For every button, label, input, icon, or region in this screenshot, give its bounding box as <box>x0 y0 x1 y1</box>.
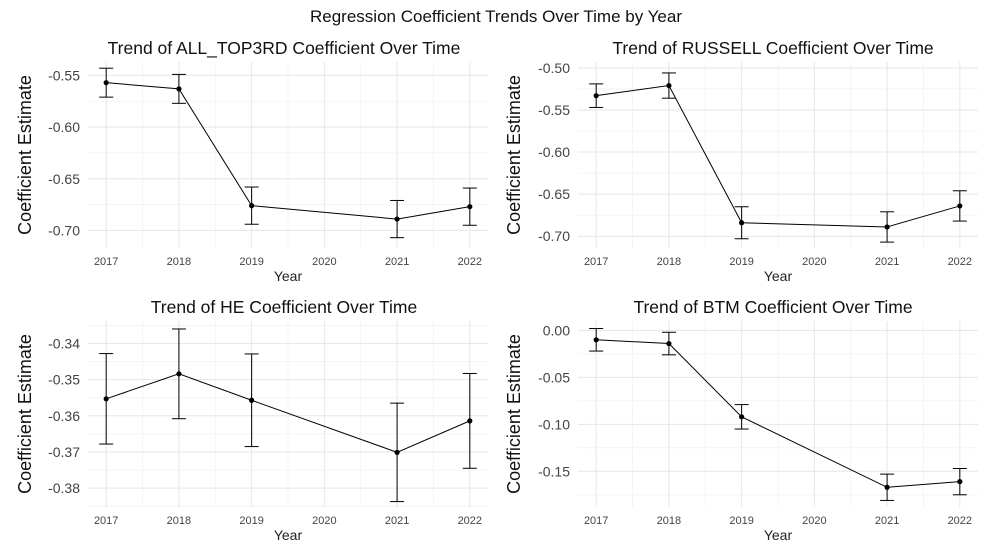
x-tick-label: 2018 <box>657 515 681 527</box>
y-tick-label: -0.60 <box>48 119 80 135</box>
x-tick-label: 2020 <box>312 515 336 527</box>
chart-panel-4: 2017 2018 2019 2020 2021 2022 -0.15 -0.10 -0.05 0… <box>504 297 978 543</box>
chart-panel-3: 2017 2018 2019 2020 2021 2022 -0.38 -0.37 -0.36 -… <box>15 297 488 543</box>
x-tick-label: 2018 <box>167 256 191 268</box>
y-tick-label: -0.65 <box>48 171 80 187</box>
x-tick-label: 2018 <box>657 256 681 268</box>
x-tick-label: 2021 <box>385 256 409 268</box>
x-tick-label: 2017 <box>94 256 118 268</box>
x-tick-label: 2019 <box>729 256 753 268</box>
y-tick-label: -0.35 <box>48 372 80 388</box>
data-point <box>593 93 599 99</box>
x-tick-label: 2020 <box>802 515 826 527</box>
data-point <box>739 220 745 226</box>
chart-title: Trend of ALL_TOP3RD Coefficient Over Tim… <box>108 38 461 59</box>
x-tick-label: 2021 <box>875 256 899 268</box>
data-point <box>467 204 473 210</box>
x-tick-label: 2019 <box>239 256 263 268</box>
x-axis-label: Year <box>764 527 793 543</box>
data-point <box>176 371 182 377</box>
y-tick-label: -0.50 <box>538 60 570 76</box>
x-axis-label: Year <box>274 527 303 543</box>
x-tick-label: 2022 <box>458 515 482 527</box>
data-point <box>103 80 109 86</box>
x-tick-label: 2022 <box>458 256 482 268</box>
data-point <box>884 224 890 230</box>
data-point <box>593 337 599 343</box>
chart-panels: 2017 2018 2019 2020 2021 2022 -0.70 -0.65 -0.60 -… <box>15 38 978 543</box>
data-point <box>176 86 182 92</box>
chart-title: Trend of BTM Coefficient Over Time <box>633 297 912 317</box>
x-tick-label: 2019 <box>729 515 753 527</box>
x-tick-label: 2017 <box>94 515 118 527</box>
x-axis-label: Year <box>764 268 793 284</box>
y-tick-label: -0.05 <box>538 369 570 385</box>
y-tick-label: -0.10 <box>538 416 570 432</box>
data-point <box>884 484 890 490</box>
x-tick-label: 2020 <box>802 256 826 268</box>
data-point <box>394 449 400 455</box>
y-tick-label: -0.55 <box>48 67 80 83</box>
data-point <box>394 216 400 222</box>
y-tick-label: -0.60 <box>538 144 570 160</box>
chart-panel-1: 2017 2018 2019 2020 2021 2022 -0.70 -0.65 -0.60 -… <box>15 38 488 284</box>
y-axis-label: Coefficient Estimate <box>15 75 35 235</box>
y-tick-label: -0.34 <box>48 335 80 351</box>
data-point <box>666 82 672 89</box>
y-axis-label: Coefficient Estimate <box>15 334 35 494</box>
data-point <box>249 397 255 403</box>
x-tick-label: 2020 <box>312 256 336 268</box>
chart-panel-2: 2017 2018 2019 2020 2021 2022 -0.70 -0.65 -0.60 -… <box>504 38 978 284</box>
y-tick-label: -0.55 <box>538 102 570 118</box>
figure-title: Regression Coefficient Trends Over Time … <box>310 7 682 26</box>
x-tick-label: 2017 <box>584 515 608 527</box>
y-tick-label: -0.36 <box>48 408 80 424</box>
y-axis-label: Coefficient Estimate <box>504 334 524 494</box>
data-point <box>739 414 745 420</box>
y-axis-label: Coefficient Estimate <box>504 75 524 235</box>
y-tick-label: -0.70 <box>48 222 80 238</box>
y-tick-label: -0.70 <box>538 228 570 244</box>
x-tick-label: 2022 <box>948 256 972 268</box>
data-point <box>957 203 963 209</box>
x-tick-label: 2019 <box>239 515 263 527</box>
x-axis-label: Year <box>274 268 303 284</box>
data-point <box>249 203 255 209</box>
y-tick-label: -0.65 <box>538 186 570 202</box>
y-tick-label: -0.15 <box>538 463 570 479</box>
data-point <box>957 479 963 485</box>
chart-title: Trend of RUSSELL Coefficient Over Time <box>612 38 933 58</box>
x-tick-label: 2021 <box>385 515 409 527</box>
x-tick-label: 2022 <box>948 515 972 527</box>
data-point <box>666 340 672 347</box>
data-point <box>103 396 109 402</box>
y-tick-label: 0.00 <box>543 322 570 338</box>
chart-title: Trend of HE Coefficient Over Time <box>151 297 418 317</box>
x-tick-label: 2017 <box>584 256 608 268</box>
x-tick-label: 2021 <box>875 515 899 527</box>
y-tick-label: -0.37 <box>48 444 80 460</box>
x-tick-label: 2018 <box>167 515 191 527</box>
data-point <box>467 418 473 424</box>
y-tick-label: -0.38 <box>48 480 80 496</box>
